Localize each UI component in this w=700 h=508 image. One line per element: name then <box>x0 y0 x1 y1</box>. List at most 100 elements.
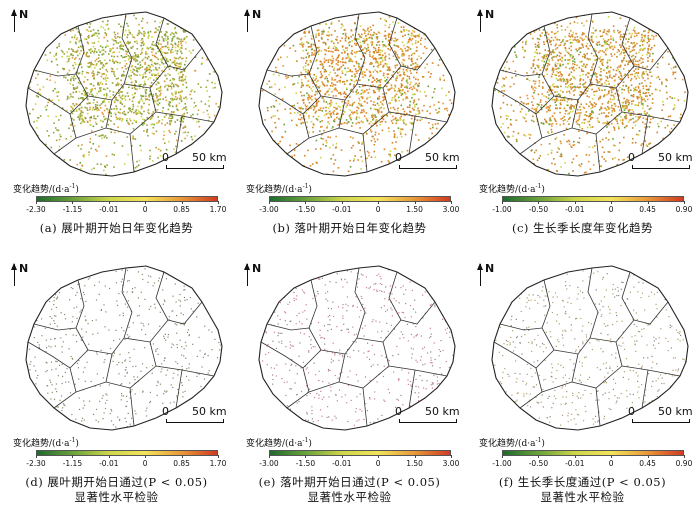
colorbar-ticks: -2.30 -1.15 -0.01 0 0.85 1.70 <box>26 201 226 215</box>
north-label: N <box>252 8 262 21</box>
county-boundary <box>121 267 133 339</box>
tick-label: -2.30 <box>26 459 46 468</box>
legend-title: 变化趋势/(d·a-1) <box>246 183 312 195</box>
legend-title: 变化趋势/(d·a-1) <box>479 437 545 449</box>
tick-mark <box>218 455 219 458</box>
panel-d: N 0 50 km 变化趋势/(d·a-1) -2.30 -1.15 -0.01 0 0.85 1… <box>0 254 233 508</box>
county-boundary <box>129 133 135 173</box>
tick-label: 1.50 <box>406 205 423 214</box>
scale-bar: 0 50 km <box>395 151 465 172</box>
tick-label: 1.70 <box>209 205 227 214</box>
county-boundary <box>320 319 402 355</box>
north-label: N <box>485 262 495 275</box>
county-boundary <box>75 25 89 97</box>
colorbar-ticks: -2.30 -1.15 -0.01 0 0.85 1.70 <box>26 455 226 469</box>
panel-caption-line2: 显著性水平检验 <box>307 490 392 504</box>
county-boundary <box>129 387 135 427</box>
county-boundary <box>320 65 402 101</box>
county-boundary <box>149 87 215 123</box>
county-boundary <box>260 87 322 115</box>
tick-label: -1.50 <box>295 205 316 214</box>
tick-mark <box>218 201 219 204</box>
tick-label: 0 <box>375 459 381 468</box>
tick-label: 0.85 <box>173 459 190 468</box>
map-island <box>258 11 456 177</box>
coastline <box>491 11 689 177</box>
tick-label: -0.50 <box>528 205 549 214</box>
tick-label: 0 <box>375 205 381 214</box>
tick-mark <box>305 201 307 204</box>
tick-mark <box>181 455 183 458</box>
tick-mark <box>414 201 416 204</box>
north-label: N <box>19 8 29 21</box>
tick-mark <box>341 455 343 458</box>
scale-bar-line <box>632 165 690 169</box>
county-boundary <box>587 13 599 85</box>
tick-label: -0.01 <box>565 205 585 214</box>
colorbar <box>502 450 684 456</box>
tick-label: -0.01 <box>565 459 585 468</box>
tick-mark <box>414 455 416 458</box>
county-boundary <box>382 341 448 377</box>
tick-mark <box>538 455 540 458</box>
scale-distance: 50 km <box>192 405 227 418</box>
coastline <box>258 11 456 177</box>
tick-label: -1.50 <box>295 459 316 468</box>
tick-label: -1.00 <box>492 205 512 214</box>
scale-bar-line <box>399 165 457 169</box>
tick-mark <box>72 455 74 458</box>
scale-bar: 0 50 km <box>162 151 232 172</box>
tick-mark <box>269 201 270 204</box>
tick-mark <box>451 455 452 458</box>
scale-zero: 0 <box>628 151 635 164</box>
tick-label: 0.45 <box>639 459 656 468</box>
county-boundary <box>615 341 681 377</box>
county-boundary <box>105 111 157 135</box>
legend-title: 变化趋势/(d·a-1) <box>479 183 545 195</box>
county-boundary <box>105 365 157 389</box>
county-boundary <box>286 367 310 409</box>
tick-mark <box>72 201 74 204</box>
tick-label: 0 <box>142 459 148 468</box>
map-island <box>25 265 223 431</box>
scale-bar: 0 50 km <box>395 405 465 426</box>
colorbar-ticks: -3.00 -1.50 -0.01 0 1.50 3.00 <box>259 201 459 215</box>
county-boundary <box>615 87 681 123</box>
tick-label: -0.50 <box>528 459 549 468</box>
tick-mark <box>502 455 503 458</box>
legend-title: 变化趋势/(d·a-1) <box>246 437 312 449</box>
colorbar <box>269 450 451 456</box>
tick-mark <box>36 201 37 204</box>
panel-caption: (c) 生长季长度年变化趋势 <box>511 221 654 235</box>
tick-label: -1.15 <box>62 459 83 468</box>
colorbar-ticks: -1.00 -0.50 -0.01 0 0.45 0.90 <box>492 455 692 469</box>
coastline <box>258 265 456 431</box>
tick-label: 0 <box>142 205 148 214</box>
scale-distance: 50 km <box>658 151 693 164</box>
tick-label: 1.50 <box>406 459 423 468</box>
scale-distance: 50 km <box>658 405 693 418</box>
county-boundary <box>354 267 366 339</box>
colorbar <box>36 196 218 202</box>
county-boundary <box>354 13 366 85</box>
county-boundary <box>595 387 601 427</box>
tick-label: 3.00 <box>442 459 460 468</box>
scale-bar-line <box>399 419 457 423</box>
north-label: N <box>19 262 29 275</box>
scale-zero: 0 <box>395 405 402 418</box>
panel-caption: (b) 落叶期开始日年变化趋势 <box>272 221 427 235</box>
panel-a: N 0 50 km 变化趋势/(d·a-1) -2.30 -1.15 -0.01 0 0.85 1… <box>0 0 233 254</box>
county-boundary <box>553 65 635 101</box>
map-island <box>25 11 223 177</box>
scale-zero: 0 <box>628 405 635 418</box>
tick-label: -3.00 <box>259 205 279 214</box>
tick-label: 1.70 <box>209 459 227 468</box>
county-boundary <box>571 365 623 389</box>
tick-mark <box>108 455 110 458</box>
legend-title: 变化趋势/(d·a-1) <box>13 183 79 195</box>
coastline <box>25 11 223 177</box>
county-boundary <box>75 279 89 351</box>
county-boundary <box>175 369 183 409</box>
tick-mark <box>145 455 147 458</box>
scale-distance: 50 km <box>192 151 227 164</box>
